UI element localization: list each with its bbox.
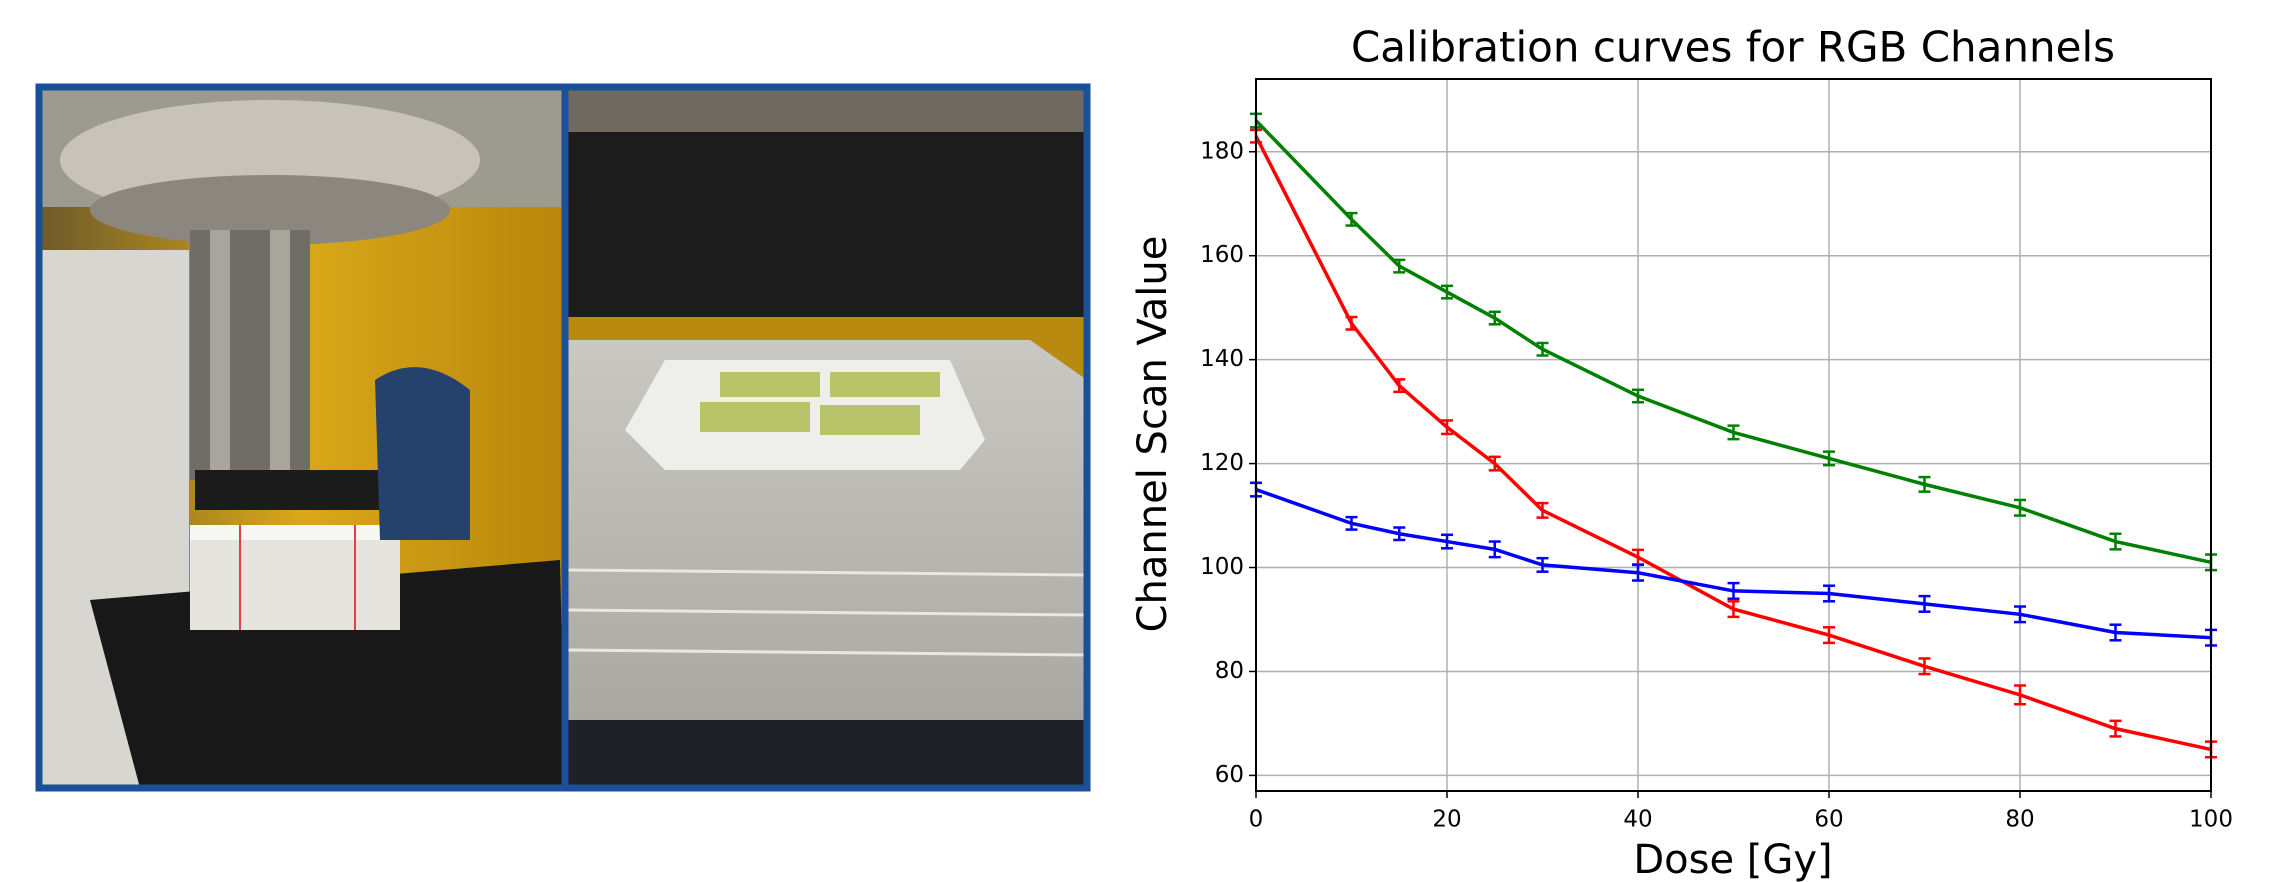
- error-bar: [1823, 626, 1835, 645]
- x-tick-label: 40: [1623, 807, 1652, 833]
- x-tick-label: 80: [2005, 807, 2034, 833]
- plot-frame: [1255, 78, 2212, 792]
- error-bar: [1441, 533, 1453, 550]
- error-bar: [2014, 605, 2026, 624]
- y-tick-label: 120: [1200, 450, 1244, 476]
- y-axis-label: Channel Scan Value: [1130, 236, 1176, 633]
- series-line: [1254, 135, 2212, 752]
- error-bar: [2014, 498, 2026, 517]
- error-bar: [1727, 424, 1740, 441]
- error-bar: [1918, 594, 1931, 613]
- chart-title: Calibration curves for RGB Channels: [1351, 23, 2115, 72]
- error-bar: [1632, 563, 1644, 582]
- error-bar: [1393, 258, 1406, 274]
- y-tick-label: 80: [1215, 658, 1244, 684]
- error-bar: [1488, 540, 1501, 559]
- error-bar: [1345, 515, 1358, 531]
- error-bar: [1823, 450, 1835, 467]
- x-axis-label: Dose [Gy]: [1633, 837, 1832, 882]
- error-bar: [2014, 684, 2026, 706]
- error-bar: [1727, 581, 1740, 600]
- x-tick-label: 20: [1432, 807, 1461, 833]
- y-tick-label: 140: [1200, 346, 1244, 372]
- error-bar: [1918, 475, 1931, 493]
- error-bar: [1345, 211, 1358, 227]
- error-bar: [1441, 419, 1453, 436]
- x-tick-label: 0: [1249, 807, 1264, 833]
- error-bar: [1345, 315, 1358, 331]
- error-bar: [1393, 378, 1406, 394]
- x-tick-label: 100: [2189, 807, 2233, 833]
- error-bar: [1536, 556, 1549, 573]
- error-bar: [1823, 584, 1835, 603]
- error-bar: [2109, 532, 2122, 551]
- error-bar: [1536, 341, 1549, 357]
- series-line: [1254, 119, 2212, 565]
- error-bar: [1632, 548, 1644, 566]
- error-bar: [1393, 526, 1406, 542]
- y-tick-label: 180: [1200, 138, 1244, 164]
- error-bar: [1918, 657, 1931, 676]
- error-bar: [1727, 600, 1740, 619]
- photo-panel: [35, 83, 1091, 792]
- error-bar: [1536, 501, 1549, 519]
- y-tick-label: 100: [1200, 554, 1244, 580]
- error-bar: [1632, 388, 1644, 404]
- y-tick-label: 60: [1215, 762, 1244, 788]
- error-bar: [1441, 284, 1453, 300]
- error-bar: [1488, 455, 1501, 472]
- y-tick-label: 160: [1200, 242, 1244, 268]
- error-bar: [1488, 310, 1501, 326]
- x-tick-label: 60: [1814, 807, 1843, 833]
- error-bar: [2109, 623, 2122, 642]
- error-bar: [2109, 719, 2122, 738]
